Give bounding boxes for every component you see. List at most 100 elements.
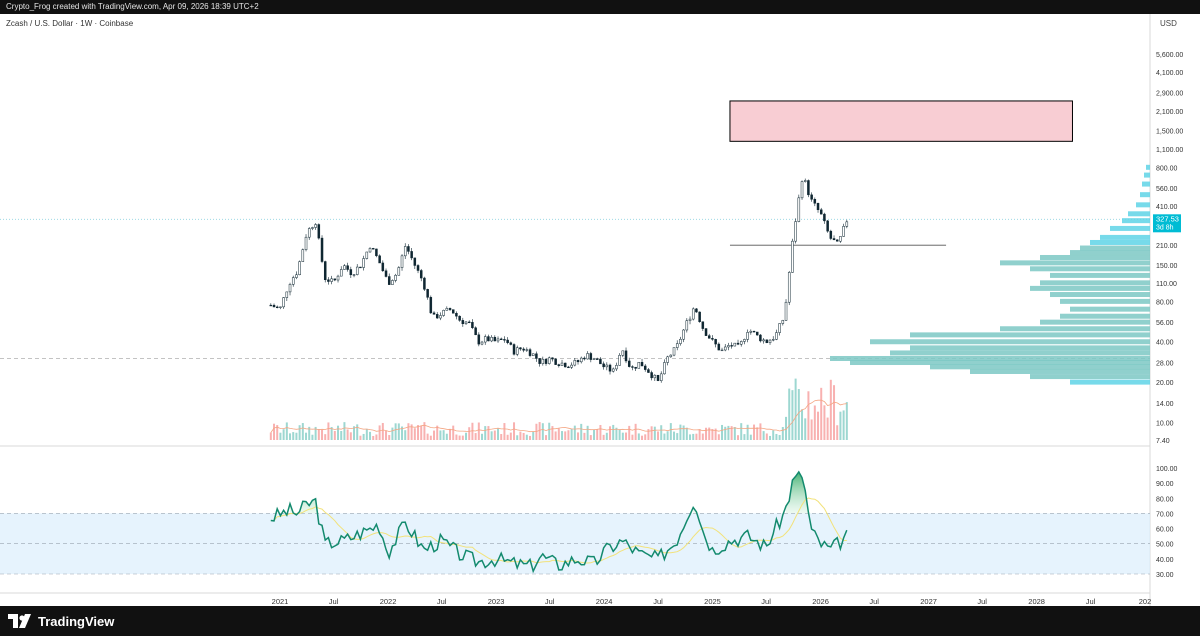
candle-body — [675, 343, 679, 348]
volume-profile-bar — [1000, 326, 1150, 332]
candle-body — [314, 224, 317, 228]
candle-body — [573, 360, 577, 366]
volume-profile-bar — [870, 339, 1150, 345]
candle-body — [320, 237, 324, 262]
volume-bar — [820, 387, 823, 440]
candle-body — [474, 327, 477, 336]
candle-body — [403, 246, 407, 257]
volume-bar — [273, 423, 276, 440]
volume-bar — [625, 432, 628, 440]
candle-body — [528, 349, 532, 356]
candle-body — [685, 320, 689, 331]
candle-body — [301, 249, 305, 262]
volume-bar — [740, 423, 743, 440]
candle-body — [339, 269, 343, 277]
candle-body — [656, 374, 660, 381]
candle-body — [621, 350, 625, 356]
price-axis-ticks: 5,600.00 4,100.00 2,900.00 2,100.00 1,500.00… — [1156, 52, 1183, 445]
candle-body — [787, 272, 791, 303]
candle-body — [512, 344, 516, 355]
symbol-title: Zcash / U.S. Dollar · 1W · Coinbase — [6, 19, 134, 28]
volume-bar — [497, 428, 500, 440]
candle-body — [307, 228, 311, 238]
candle-body — [525, 349, 529, 351]
candle-body — [810, 194, 813, 200]
volume-bar — [842, 410, 845, 440]
volume-bar — [410, 424, 413, 440]
tradingview-logo[interactable]: TradingView — [8, 612, 114, 630]
candle-body — [394, 274, 397, 281]
candle-body — [269, 304, 273, 307]
volume-bar — [529, 435, 532, 440]
candle-body — [378, 255, 381, 264]
candle-body — [576, 360, 580, 363]
chart-panel: Zcash / U.S. Dollar · 1W · Coinbase USD … — [0, 14, 1200, 606]
volume-bar — [423, 422, 426, 440]
volume-bar — [289, 433, 292, 440]
volume-bar — [468, 427, 471, 440]
volume-bar — [807, 391, 810, 440]
rsi-tick-label: 40.00 — [1156, 557, 1174, 564]
candle-body — [813, 199, 817, 204]
candle-body — [429, 297, 433, 314]
volume-bar — [551, 426, 554, 440]
volume-bar — [749, 434, 752, 440]
candle-body — [480, 341, 484, 345]
candle-body — [426, 289, 429, 298]
candle-body — [605, 364, 609, 368]
candle-body — [714, 339, 717, 345]
candle-body — [355, 266, 359, 275]
chart-canvas[interactable]: Zcash / U.S. Dollar · 1W · Coinbase USD … — [0, 14, 1200, 606]
volume-bar — [724, 426, 727, 440]
time-tick-label: Jul — [329, 597, 339, 606]
candle-body — [547, 357, 551, 364]
candle-body — [592, 358, 596, 360]
last-price-value: 327.53 — [1156, 214, 1179, 223]
volume-bar — [519, 431, 522, 440]
candle-body — [285, 291, 289, 298]
volume-bar — [801, 409, 804, 440]
volume-bar — [794, 378, 797, 440]
volume-bar — [500, 434, 503, 440]
candle-body — [746, 332, 749, 340]
candle-body — [499, 338, 503, 340]
candle-body — [557, 364, 561, 366]
candle-body — [615, 365, 618, 370]
rsi-axis-ticks: 100.00 90.00 80.00 70.00 60.00 50.00 40.00 30.0… — [1156, 466, 1178, 579]
volume-bar — [826, 417, 829, 440]
candle-body — [522, 348, 525, 351]
candle-body — [384, 270, 388, 277]
volume-bar — [324, 434, 327, 440]
volume-profile-bar — [850, 360, 1150, 366]
price-tick-label: 5,600.00 — [1156, 52, 1183, 59]
volume-bar — [285, 422, 288, 440]
footer-bar: TradingView — [0, 606, 1200, 636]
candle-body — [445, 308, 449, 311]
candle-body — [650, 372, 653, 379]
target-zone-box[interactable] — [729, 100, 1073, 142]
candle-body — [778, 323, 781, 333]
volume-bar — [612, 424, 615, 440]
candle-body — [291, 277, 295, 285]
candle-body — [627, 360, 631, 367]
candle-body — [435, 314, 439, 319]
volume-bar — [394, 423, 397, 440]
volume-profile-bar — [1070, 250, 1150, 256]
candle-body — [775, 332, 778, 340]
volume-bar — [471, 422, 474, 440]
candle-body — [784, 301, 788, 321]
candle-body — [432, 312, 436, 315]
rsi-guide-lines — [0, 513, 1150, 575]
volume-bar — [308, 426, 311, 440]
candle-body — [458, 315, 461, 321]
price-tick-label: 410.00 — [1156, 204, 1178, 211]
volume-bar — [621, 432, 624, 440]
candle-body — [563, 362, 567, 368]
volume-bar — [452, 425, 455, 440]
volume-bar — [369, 431, 372, 440]
candle-body — [797, 197, 801, 222]
volume-bar — [628, 425, 631, 440]
candle-body — [323, 261, 327, 280]
candle-body — [423, 277, 426, 290]
volume-bar — [762, 431, 765, 440]
